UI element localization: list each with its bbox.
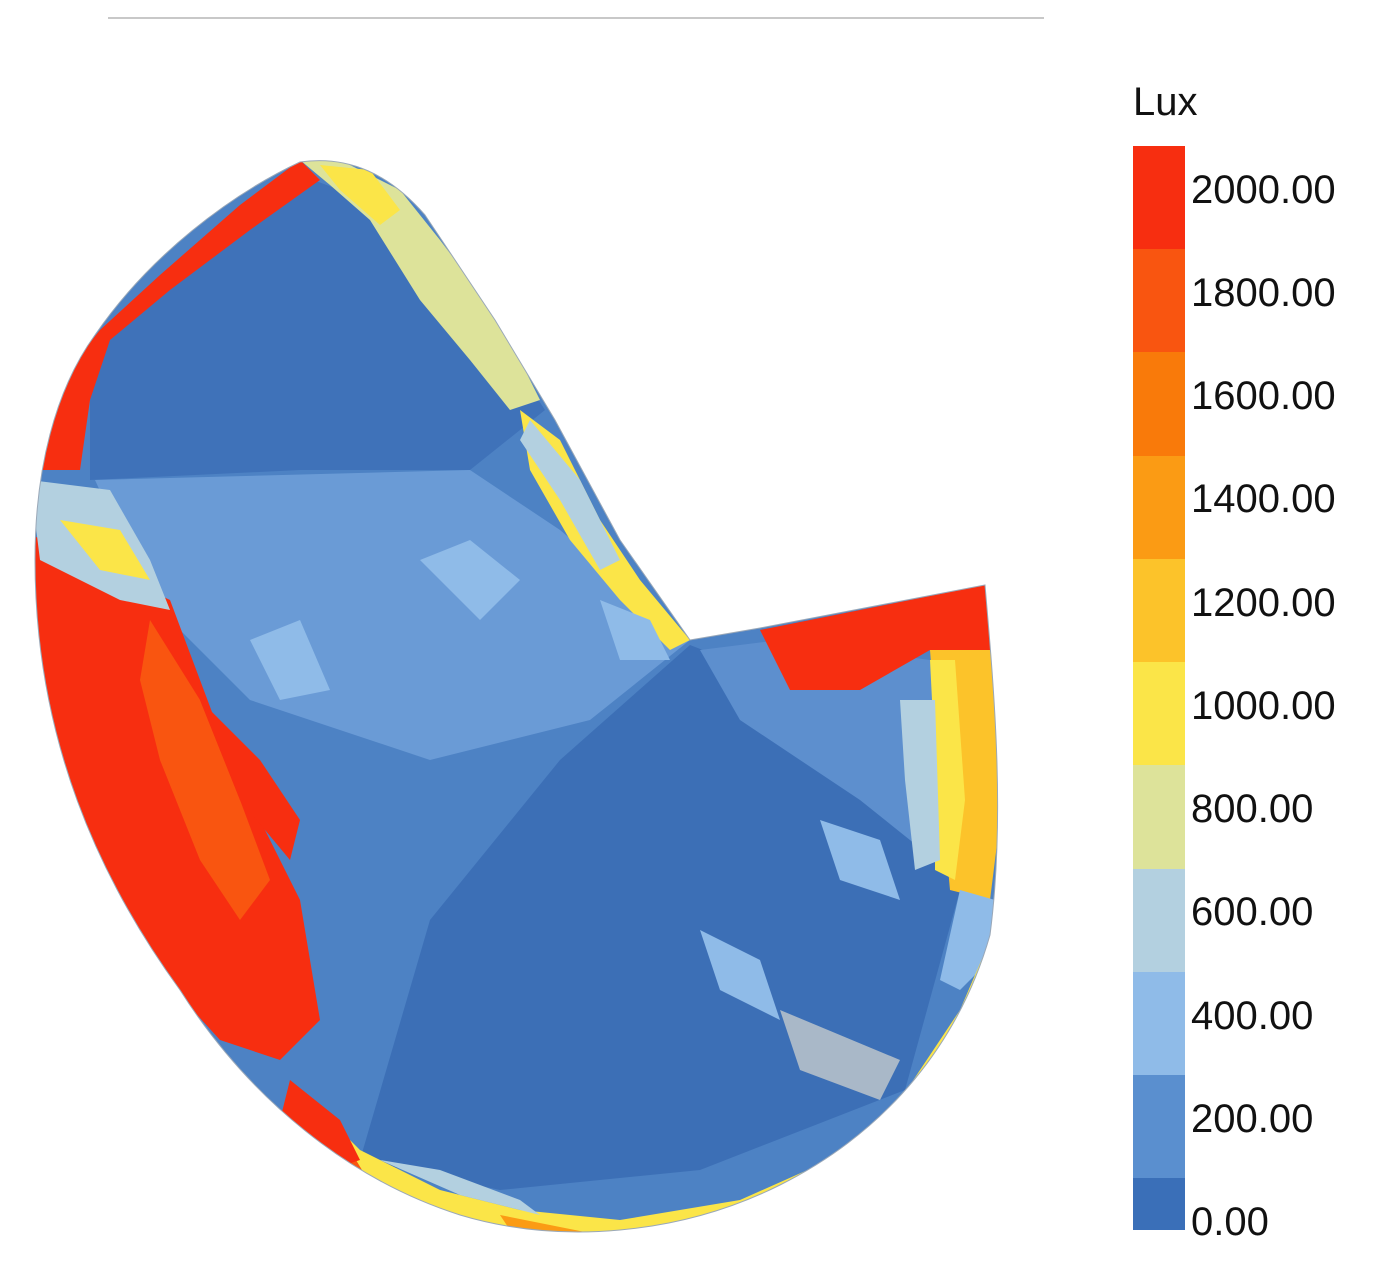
light-patch-3 xyxy=(600,600,670,660)
middle-light-band xyxy=(95,470,690,760)
colorbar-swatch xyxy=(1133,1075,1185,1179)
top-left-red-rim xyxy=(40,160,320,470)
left-orange-streak xyxy=(140,620,270,920)
colorbar-swatch xyxy=(1133,352,1185,456)
left-yellow-patch xyxy=(60,520,150,580)
colorbar-tick-label: 1600.00 xyxy=(1191,374,1336,419)
left-red-streak xyxy=(200,700,300,860)
legend-title: Lux xyxy=(1133,80,1198,124)
colorbar-tick-label: 800.00 xyxy=(1191,787,1314,832)
top-rim-green xyxy=(300,160,540,410)
colorbar-tick-label: 1200.00 xyxy=(1191,580,1336,625)
top-rim-yellow xyxy=(320,165,400,225)
colorbar-tick-label: 2000.00 xyxy=(1191,167,1336,212)
colorbar-tick-label: 400.00 xyxy=(1191,993,1314,1038)
colorbar-swatch xyxy=(1133,558,1185,663)
right-wing-light xyxy=(900,700,940,870)
light-patch-5 xyxy=(700,930,780,1020)
colorbar-tick-label: 200.00 xyxy=(1191,1096,1314,1141)
east-slope-light xyxy=(520,420,620,570)
light-patch-1 xyxy=(420,540,520,620)
grey-hatch-zone xyxy=(780,1010,900,1100)
light-patch-2 xyxy=(250,620,330,700)
colorbar xyxy=(1133,146,1185,1230)
light-patch-4 xyxy=(820,820,900,900)
colorbar-tick-label: 600.00 xyxy=(1191,890,1314,935)
top-divider-line xyxy=(108,17,1044,19)
colorbar-tick-label: 1800.00 xyxy=(1191,270,1336,315)
colorbar-swatch xyxy=(1133,971,1185,1076)
map-clip-group xyxy=(35,160,998,1232)
colorbar-swatch xyxy=(1133,868,1185,972)
map-outline xyxy=(34,160,999,1233)
right-wing-red xyxy=(760,585,995,690)
colorbar-tick-label: 1400.00 xyxy=(1191,477,1336,522)
bottom-left-red xyxy=(280,1080,360,1170)
colorbar-tick-label: 1000.00 xyxy=(1191,683,1336,728)
colorbar-swatch xyxy=(1133,249,1185,353)
colorbar-swatch xyxy=(1133,455,1185,559)
colorbar-swatch xyxy=(1133,662,1185,766)
bottom-rim-light xyxy=(380,1160,540,1215)
left-red-zone xyxy=(35,520,320,1060)
colorbar-tick-label: 0.00 xyxy=(1191,1200,1269,1244)
colorbar-swatch xyxy=(1133,765,1185,869)
right-wing-inner xyxy=(700,640,960,880)
colorbar-swatch xyxy=(1133,1178,1185,1230)
colorbar-swatch xyxy=(1133,146,1185,250)
